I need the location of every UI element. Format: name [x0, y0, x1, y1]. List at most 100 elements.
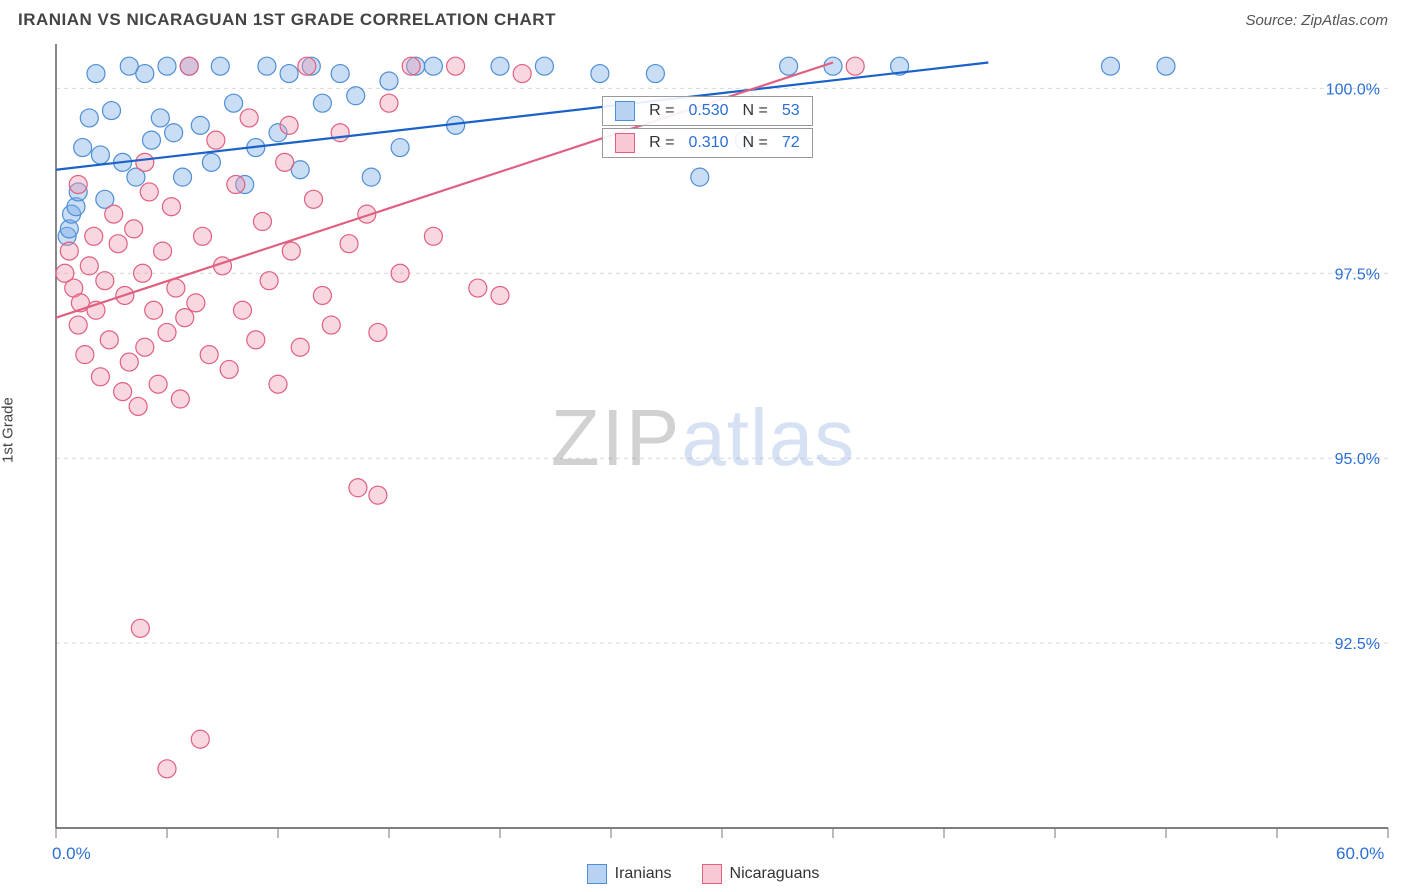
point-nicaraguans [134, 264, 152, 282]
legend-swatch-nicaraguans [702, 864, 722, 884]
point-nicaraguans [145, 301, 163, 319]
point-nicaraguans [180, 57, 198, 75]
legend-item-nicaraguans[interactable]: Nicaraguans [702, 864, 820, 884]
point-nicaraguans [158, 760, 176, 778]
point-iranians [211, 57, 229, 75]
point-iranians [824, 57, 842, 75]
point-iranians [158, 57, 176, 75]
point-nicaraguans [340, 235, 358, 253]
point-iranians [424, 57, 442, 75]
point-nicaraguans [253, 213, 271, 231]
point-nicaraguans [140, 183, 158, 201]
point-iranians [280, 65, 298, 83]
point-nicaraguans [391, 264, 409, 282]
point-nicaraguans [114, 383, 132, 401]
point-iranians [535, 57, 553, 75]
point-iranians [347, 87, 365, 105]
point-nicaraguans [80, 257, 98, 275]
point-iranians [646, 65, 664, 83]
point-nicaraguans [158, 323, 176, 341]
point-nicaraguans [220, 360, 238, 378]
stat-r-value: 0.530 [688, 102, 728, 120]
point-nicaraguans [207, 131, 225, 149]
point-nicaraguans [176, 309, 194, 327]
point-iranians [91, 146, 109, 164]
point-nicaraguans [167, 279, 185, 297]
point-iranians [136, 65, 154, 83]
point-nicaraguans [349, 479, 367, 497]
source-label: Source: ZipAtlas.com [1245, 12, 1388, 29]
point-iranians [780, 57, 798, 75]
point-nicaraguans [276, 153, 294, 171]
point-nicaraguans [76, 346, 94, 364]
point-nicaraguans [298, 57, 316, 75]
point-nicaraguans [269, 375, 287, 393]
point-nicaraguans [187, 294, 205, 312]
point-nicaraguans [96, 272, 114, 290]
point-nicaraguans [171, 390, 189, 408]
point-nicaraguans [313, 286, 331, 304]
point-nicaraguans [240, 109, 258, 127]
point-iranians [1102, 57, 1120, 75]
point-nicaraguans [149, 375, 167, 393]
point-nicaraguans [154, 242, 172, 260]
point-nicaraguans [331, 124, 349, 142]
point-nicaraguans [369, 323, 387, 341]
point-iranians [380, 72, 398, 90]
stat-r-label: R = [649, 102, 674, 120]
point-iranians [80, 109, 98, 127]
point-iranians [313, 94, 331, 112]
legend-item-iranians[interactable]: Iranians [587, 864, 672, 884]
y-tick-label: 92.5% [1335, 636, 1380, 653]
point-nicaraguans [125, 220, 143, 238]
point-nicaraguans [424, 227, 442, 245]
point-iranians [202, 153, 220, 171]
y-tick-label: 97.5% [1335, 266, 1380, 283]
stat-r-label: R = [649, 134, 674, 152]
point-nicaraguans [282, 242, 300, 260]
point-iranians [225, 94, 243, 112]
legend-label-iranians: Iranians [615, 865, 672, 883]
point-iranians [142, 131, 160, 149]
point-nicaraguans [69, 176, 87, 194]
point-nicaraguans [491, 286, 509, 304]
stat-swatch-nicaraguans [615, 133, 635, 153]
legend-label-nicaraguans: Nicaraguans [730, 865, 820, 883]
point-nicaraguans [162, 198, 180, 216]
point-iranians [103, 102, 121, 120]
x-end-label: 60.0% [1336, 844, 1384, 864]
point-nicaraguans [91, 368, 109, 386]
stat-n-label: N = [743, 134, 768, 152]
point-nicaraguans [247, 331, 265, 349]
point-nicaraguans [69, 316, 87, 334]
chart-area: 92.5%95.0%97.5%100.0% 1st Grade ZIPatlas… [0, 38, 1406, 888]
point-iranians [191, 116, 209, 134]
stat-n-value: 53 [782, 102, 800, 120]
point-iranians [174, 168, 192, 186]
point-nicaraguans [109, 235, 127, 253]
point-nicaraguans [129, 397, 147, 415]
point-nicaraguans [136, 153, 154, 171]
legend-swatch-iranians [587, 864, 607, 884]
point-nicaraguans [191, 730, 209, 748]
point-nicaraguans [120, 353, 138, 371]
point-nicaraguans [380, 94, 398, 112]
point-nicaraguans [513, 65, 531, 83]
point-nicaraguans [227, 176, 245, 194]
point-iranians [165, 124, 183, 142]
point-nicaraguans [402, 57, 420, 75]
point-nicaraguans [280, 116, 298, 134]
y-tick-label: 100.0% [1326, 81, 1380, 98]
point-iranians [591, 65, 609, 83]
point-nicaraguans [846, 57, 864, 75]
point-nicaraguans [194, 227, 212, 245]
point-nicaraguans [233, 301, 251, 319]
point-nicaraguans [260, 272, 278, 290]
point-iranians [691, 168, 709, 186]
chart-title: IRANIAN VS NICARAGUAN 1ST GRADE CORRELAT… [18, 10, 556, 30]
point-iranians [362, 168, 380, 186]
point-iranians [87, 65, 105, 83]
y-tick-label: 95.0% [1335, 451, 1380, 468]
point-iranians [258, 57, 276, 75]
stat-r-value: 0.310 [688, 134, 728, 152]
